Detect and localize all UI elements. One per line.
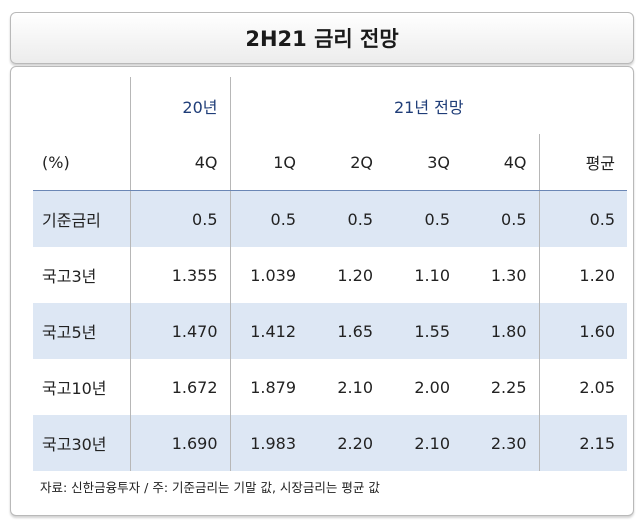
row-label: 국고3년: [42, 267, 97, 286]
table-cell: 1.983: [229, 415, 308, 471]
table-cell: 1.80: [462, 303, 539, 359]
row-label: 국고5년: [33, 303, 130, 359]
table-cell: 0.5: [129, 190, 230, 247]
row-label: 기준금리: [33, 190, 130, 247]
table-cell: 2.10: [385, 415, 462, 471]
table-cell: 1.470: [129, 303, 230, 359]
table-cell: 2.15: [538, 415, 628, 471]
column-header-average: 평균: [538, 134, 628, 191]
table-cell: 0.5: [229, 190, 308, 247]
table-panel: 20년 21년 전망 (%) 4Q 1Q 2Q 3Q 4Q 평균 기준금리 0.…: [10, 66, 634, 516]
table-cell: 1.412: [229, 303, 308, 359]
table-cell: 2.10: [337, 377, 373, 397]
table-cell: 1.690: [129, 415, 230, 471]
column-header: 4Q: [462, 134, 539, 191]
table-row: 국고10년 1.672 1.879 2.10 2.00 2.25 2.05: [33, 359, 628, 415]
table-row: 국고5년 1.470 1.412 1.65 1.55 1.80 1.60: [33, 303, 628, 359]
table-cell: 0.5: [462, 190, 539, 247]
column-header: 1Q: [229, 134, 308, 191]
row-label: 국고10년: [42, 379, 107, 398]
table-row: 국고30년 1.690 1.983 2.20 2.10 2.30 2.15: [33, 415, 628, 471]
table-cell: 1.60: [538, 303, 628, 359]
table-cell: 0.5: [538, 190, 628, 247]
table-cell: 1.039: [229, 247, 308, 303]
table-cell: 1.879: [229, 359, 308, 415]
rate-forecast-table: 20년 21년 전망 (%) 4Q 1Q 2Q 3Q 4Q 평균 기준금리 0.…: [33, 77, 628, 471]
table-cell: 1.30: [490, 265, 527, 285]
table-cell: 2.20: [308, 415, 385, 471]
table-cell: 1.20: [337, 265, 373, 285]
row-label: 국고30년: [33, 415, 130, 471]
table-row: 기준금리 0.5 0.5 0.5 0.5 0.5 0.5: [33, 190, 628, 247]
table-cell: 1.10: [414, 265, 450, 285]
column-header: 4Q: [129, 134, 230, 191]
table-cell: 0.5: [385, 190, 462, 247]
table-cell: 2.25: [490, 377, 527, 397]
source-footnote: 자료: 신한금융투자 / 주: 기준금리는 기말 값, 시장금리는 평균 값: [40, 480, 380, 495]
table-title: 2H21 금리 전망: [10, 12, 634, 64]
table-row: 국고3년 1.355 1.039 1.20 1.10 1.30 1.20: [33, 247, 628, 303]
group-header-21: 21년 전망: [229, 77, 628, 134]
table-cell: 2.00: [414, 377, 450, 397]
table-cell: 1.20: [538, 247, 628, 303]
unit-label: (%): [33, 134, 130, 191]
table-cell: 0.5: [308, 190, 385, 247]
header-row-groups: 20년 21년 전망: [33, 77, 628, 134]
table-cell: 1.355: [129, 247, 230, 303]
column-header: 2Q: [308, 134, 385, 191]
table-cell: 1.55: [385, 303, 462, 359]
corner-cell: [33, 77, 130, 134]
column-header: 3Q: [385, 134, 462, 191]
table-cell: 2.30: [462, 415, 539, 471]
header-row-quarters: (%) 4Q 1Q 2Q 3Q 4Q 평균: [33, 134, 628, 191]
table-cell: 1.672: [129, 359, 230, 415]
table-cell: 1.65: [308, 303, 385, 359]
table-cell: 2.05: [538, 359, 628, 415]
group-header-20: 20년: [129, 77, 230, 134]
